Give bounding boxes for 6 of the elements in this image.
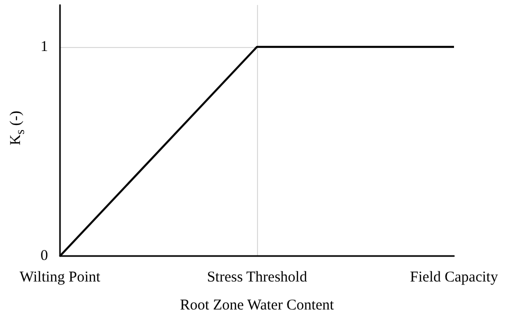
x-tick-label: Stress Threshold: [206, 270, 308, 286]
x-axis-title: Root Zone Water Content: [180, 298, 335, 314]
y-tick-label: 1: [40, 38, 48, 55]
x-tick-label: Wilting Point: [20, 270, 102, 286]
y-tick-label: 0: [40, 248, 48, 264]
x-tick-label: Field Capacity: [410, 270, 498, 286]
